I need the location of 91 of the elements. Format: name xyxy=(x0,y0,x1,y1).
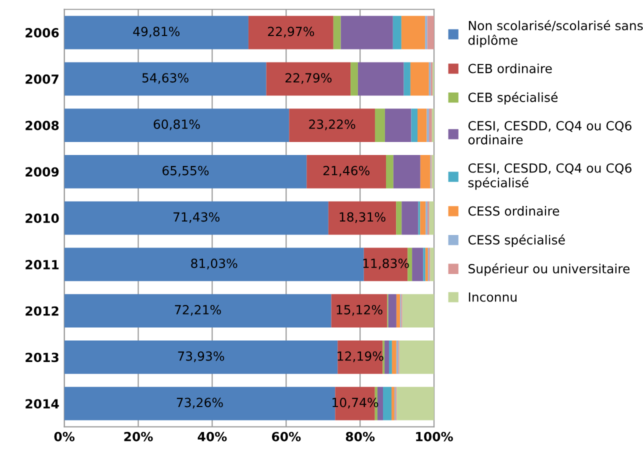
bar xyxy=(401,16,426,50)
y-tick-label: 2008 xyxy=(26,120,59,130)
bar xyxy=(383,386,392,420)
data-label: 15,12% xyxy=(336,305,382,316)
bar xyxy=(392,340,396,374)
bar xyxy=(64,155,307,188)
y-tick-label: 2012 xyxy=(26,306,58,316)
bar xyxy=(418,108,427,142)
bar xyxy=(306,155,386,188)
bar xyxy=(374,108,385,142)
bar xyxy=(399,340,434,374)
bar xyxy=(64,62,266,96)
bar xyxy=(340,16,393,50)
data-label: 23,22% xyxy=(309,120,356,130)
bar xyxy=(384,108,412,142)
legend-label: CESI, CESDD, CQ4 ou CQ6 ordinaire xyxy=(468,120,632,144)
bar xyxy=(248,16,334,50)
bar xyxy=(432,108,434,142)
y-tick-label: 2007 xyxy=(26,74,58,84)
legend-label: CEB spécialisé xyxy=(468,92,558,105)
bar xyxy=(430,248,434,282)
bar xyxy=(410,62,429,96)
legend-label: Inconnu xyxy=(468,292,516,302)
data-label: 65,55% xyxy=(162,166,209,177)
bar xyxy=(425,248,428,282)
data-label: 73,26% xyxy=(176,398,223,409)
bar xyxy=(393,155,420,188)
bar xyxy=(420,201,426,235)
data-label: 71,43% xyxy=(174,212,220,223)
bar xyxy=(289,108,375,142)
bar xyxy=(428,108,432,142)
bar xyxy=(64,108,290,142)
legend-label: CEB ordinaire xyxy=(468,64,552,74)
data-label: 73,93% xyxy=(178,351,224,362)
legend-label: CESS ordinaire xyxy=(468,206,560,216)
bar xyxy=(331,294,388,328)
y-tick-label: 2011 xyxy=(26,260,59,270)
bar xyxy=(432,155,434,188)
bar xyxy=(429,201,434,235)
data-label: 72,21% xyxy=(174,305,221,316)
bar xyxy=(420,155,430,188)
legend-label: Supérieur ou universitaire xyxy=(468,263,630,276)
data-label: 60,81% xyxy=(154,120,200,130)
bar xyxy=(396,201,402,235)
x-tick-label: 20% xyxy=(124,432,153,442)
y-tick-label: 2006 xyxy=(26,28,59,38)
bar xyxy=(396,294,400,328)
bar xyxy=(333,16,341,50)
bar xyxy=(392,386,394,420)
bar xyxy=(64,201,328,235)
x-tick-label: 40% xyxy=(198,432,227,442)
bar xyxy=(384,340,389,374)
bar xyxy=(402,201,418,235)
bar xyxy=(64,340,338,374)
y-tick-label: 2014 xyxy=(26,399,59,409)
y-tick-label: 2010 xyxy=(26,214,59,224)
legend-label: CESI, CESDD, CQ4 ou CQ6 spécialisé xyxy=(468,163,632,190)
data-label: 22,79% xyxy=(285,73,332,84)
x-tick-label: 60% xyxy=(272,432,301,442)
bar xyxy=(402,294,434,328)
bar xyxy=(358,62,404,96)
bar xyxy=(427,16,434,50)
bar xyxy=(392,16,402,50)
bar xyxy=(396,386,434,420)
bar xyxy=(266,62,351,96)
bar xyxy=(328,201,396,235)
data-label: 49,81% xyxy=(133,26,180,38)
data-label: 18,31% xyxy=(340,212,386,223)
bar xyxy=(350,62,358,96)
y-tick-label: 2009 xyxy=(26,167,59,177)
data-label: 21,46% xyxy=(323,166,370,177)
y-tick-label: 2013 xyxy=(26,352,58,362)
bar xyxy=(388,294,396,328)
bar xyxy=(64,248,364,282)
data-label: 81,03% xyxy=(191,258,238,270)
bar xyxy=(412,248,424,282)
x-tick-label: 0% xyxy=(54,432,75,442)
bar xyxy=(64,16,248,50)
bar xyxy=(377,386,384,420)
bar xyxy=(386,155,394,188)
x-tick-label: 100% xyxy=(416,432,453,442)
bar xyxy=(64,294,332,328)
data-label: 54,63% xyxy=(142,73,188,84)
bar xyxy=(408,248,412,282)
bar xyxy=(388,340,392,374)
bar xyxy=(404,62,410,96)
legend-label: CESS spécialisé xyxy=(468,234,565,248)
legend-label: Non scolarisé/scolarisé sans diplôme xyxy=(468,20,643,48)
data-label: 22,97% xyxy=(268,26,314,38)
bar xyxy=(411,108,418,142)
x-tick-label: 80% xyxy=(346,432,375,442)
